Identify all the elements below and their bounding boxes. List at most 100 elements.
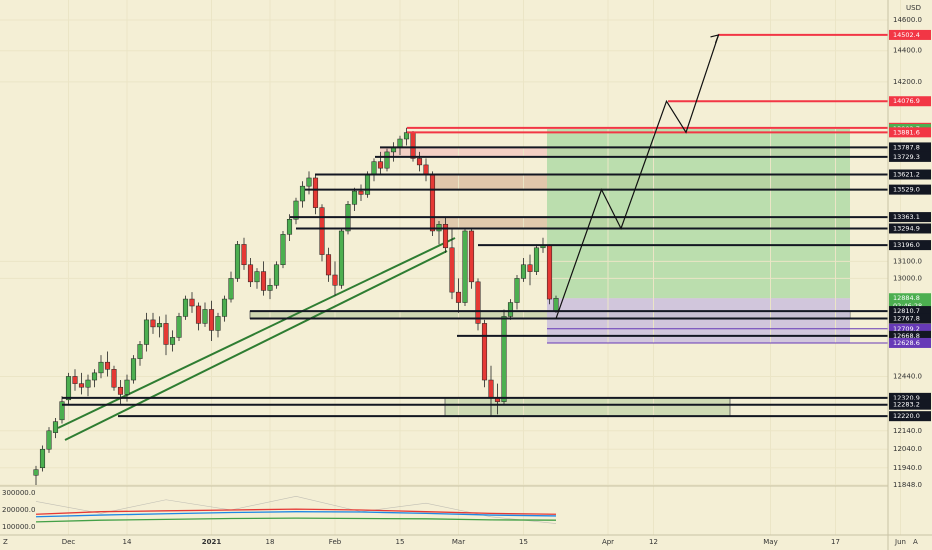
level-label-box <box>889 337 931 348</box>
x-tick-label: Feb <box>329 538 342 546</box>
candle-body <box>221 298 228 317</box>
level-label-box <box>889 306 931 317</box>
candle-body <box>501 316 507 402</box>
candle-body <box>299 185 306 202</box>
candle-body <box>169 337 176 345</box>
candle-body <box>306 177 312 187</box>
candle-body <box>59 401 65 421</box>
candle-body <box>319 207 325 255</box>
candle-body <box>208 309 215 331</box>
level-label-box <box>889 184 931 195</box>
candle-body <box>91 372 98 381</box>
candle-body <box>371 161 377 175</box>
level-label: 13196.0 <box>893 241 920 249</box>
candle-body <box>514 278 520 303</box>
candle-body <box>111 369 117 388</box>
y-tick-label: 11940.0 <box>893 464 922 472</box>
x-tick-label: Apr <box>602 538 614 546</box>
candle-body <box>423 164 429 175</box>
auto-button[interactable]: A <box>913 538 918 546</box>
indicator-line <box>35 511 557 518</box>
level-label-box <box>889 323 931 334</box>
levels: 14502.414076.913909.813902.713881.613787… <box>62 29 931 422</box>
level-label-box <box>889 399 931 410</box>
candle-body <box>215 316 221 331</box>
candle-body <box>163 323 169 345</box>
zone <box>444 397 731 417</box>
candle-body <box>202 309 208 324</box>
candle-body <box>176 316 182 338</box>
level-label-box <box>889 240 931 251</box>
candle-body <box>241 244 247 266</box>
level-label: 12668.8 <box>893 332 920 340</box>
trend-line <box>57 237 456 429</box>
candle-body <box>527 264 533 272</box>
candle-body <box>52 421 59 433</box>
candle-body <box>507 302 514 317</box>
level-label-box <box>889 96 931 107</box>
candle-body <box>468 230 475 283</box>
level-label: 12709.2 <box>893 325 920 333</box>
candle-body <box>332 274 338 286</box>
indicator-tick-label: 300000.0 <box>2 489 35 497</box>
corner-label: Z <box>3 538 8 546</box>
x-tick-label: 17 <box>831 538 840 546</box>
level-label-box <box>889 29 931 40</box>
arrow-head <box>710 34 720 44</box>
candle-body <box>156 323 163 328</box>
candle-body <box>403 132 410 140</box>
candle-body <box>247 264 254 283</box>
y-tick-label: 12040.0 <box>893 445 922 453</box>
candle-body <box>338 230 345 286</box>
candle-body <box>85 379 91 388</box>
candle-body <box>377 161 384 169</box>
candle-body <box>98 361 104 374</box>
candle-body <box>533 247 540 272</box>
candle-body <box>546 244 553 300</box>
level-label: 13294.9 <box>893 224 920 232</box>
candle-body <box>182 298 189 317</box>
candle-body <box>410 132 416 159</box>
x-tick-label: 15 <box>396 538 405 546</box>
indicator-line <box>35 508 557 515</box>
x-tick-label: 15 <box>519 538 528 546</box>
level-label-box <box>889 142 931 153</box>
x-tick-label: 12 <box>649 538 658 546</box>
candle-body <box>72 376 78 384</box>
level-label: 13529.0 <box>893 186 920 194</box>
candle-body <box>481 323 488 381</box>
candle-body <box>78 383 85 388</box>
level-label: 12767.8 <box>893 315 920 323</box>
candle-body <box>442 224 449 249</box>
candle-body <box>137 344 143 359</box>
x-tick-label: Dec <box>62 538 76 546</box>
level-label: 13787.8 <box>893 143 920 151</box>
candle-body <box>260 271 267 291</box>
candle-body <box>520 264 527 279</box>
level-label: 12283.2 <box>893 401 920 409</box>
candle-body <box>384 151 390 169</box>
level-label-box <box>889 169 931 180</box>
y-tick-label: 14200.0 <box>893 78 922 86</box>
level-label-box <box>889 411 931 422</box>
candle-body <box>150 319 156 328</box>
candle-body <box>286 219 293 235</box>
projection <box>555 34 720 319</box>
candle-body <box>475 281 481 324</box>
candle-body <box>189 298 195 307</box>
level-label: 12320.9 <box>893 394 920 402</box>
y-tick-label: 13100.0 <box>893 257 922 265</box>
currency: USD <box>906 4 921 12</box>
level-label: 12220.0 <box>893 412 920 420</box>
candle-body <box>429 174 436 232</box>
trend-line <box>64 250 448 441</box>
candle-body <box>364 174 371 195</box>
candle-body <box>488 379 494 399</box>
candle-body <box>449 247 455 293</box>
candle-body <box>117 386 124 395</box>
y-tick-label: 11848.0 <box>893 481 922 489</box>
level-label: 12810.7 <box>893 307 920 315</box>
candle-body <box>358 190 364 195</box>
candle-body <box>65 376 72 401</box>
